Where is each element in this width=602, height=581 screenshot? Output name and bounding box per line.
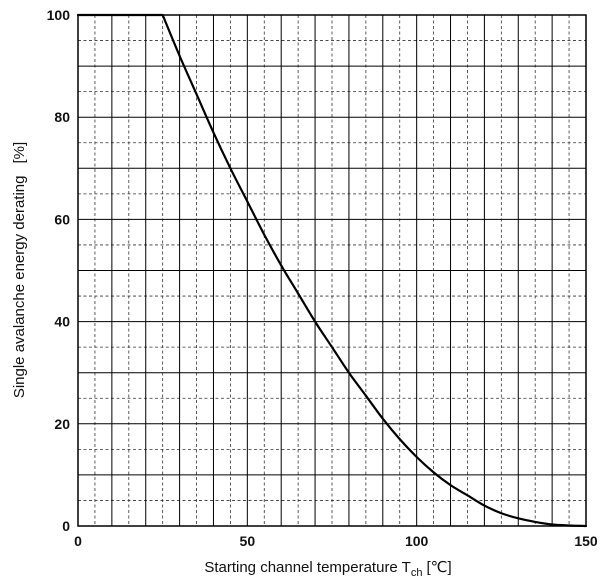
derating-curve [76, 13, 588, 528]
y-tick-label: 20 [54, 416, 70, 432]
x-tick-label: 100 [405, 533, 429, 549]
x-tick-labels: 0 50 100 150 [74, 533, 598, 549]
series-layer [76, 13, 588, 528]
x-tick-label: 0 [74, 533, 82, 549]
major-grid [78, 15, 586, 526]
y-tick-label: 80 [54, 109, 70, 125]
x-tick-label: 50 [240, 533, 256, 549]
y-tick-label: 40 [54, 314, 70, 330]
x-tick-label: 150 [574, 533, 598, 549]
y-tick-label: 100 [47, 7, 71, 23]
y-tick-label: 60 [54, 211, 70, 227]
plot-frame [77, 14, 587, 527]
x-axis-title: Starting channel temperature Tch [℃] [204, 559, 451, 579]
y-tick-labels: 0 20 40 60 80 100 [47, 7, 71, 534]
y-tick-label: 0 [62, 518, 70, 534]
y-axis-title: Single avalanche energy derating[%] [11, 142, 28, 398]
